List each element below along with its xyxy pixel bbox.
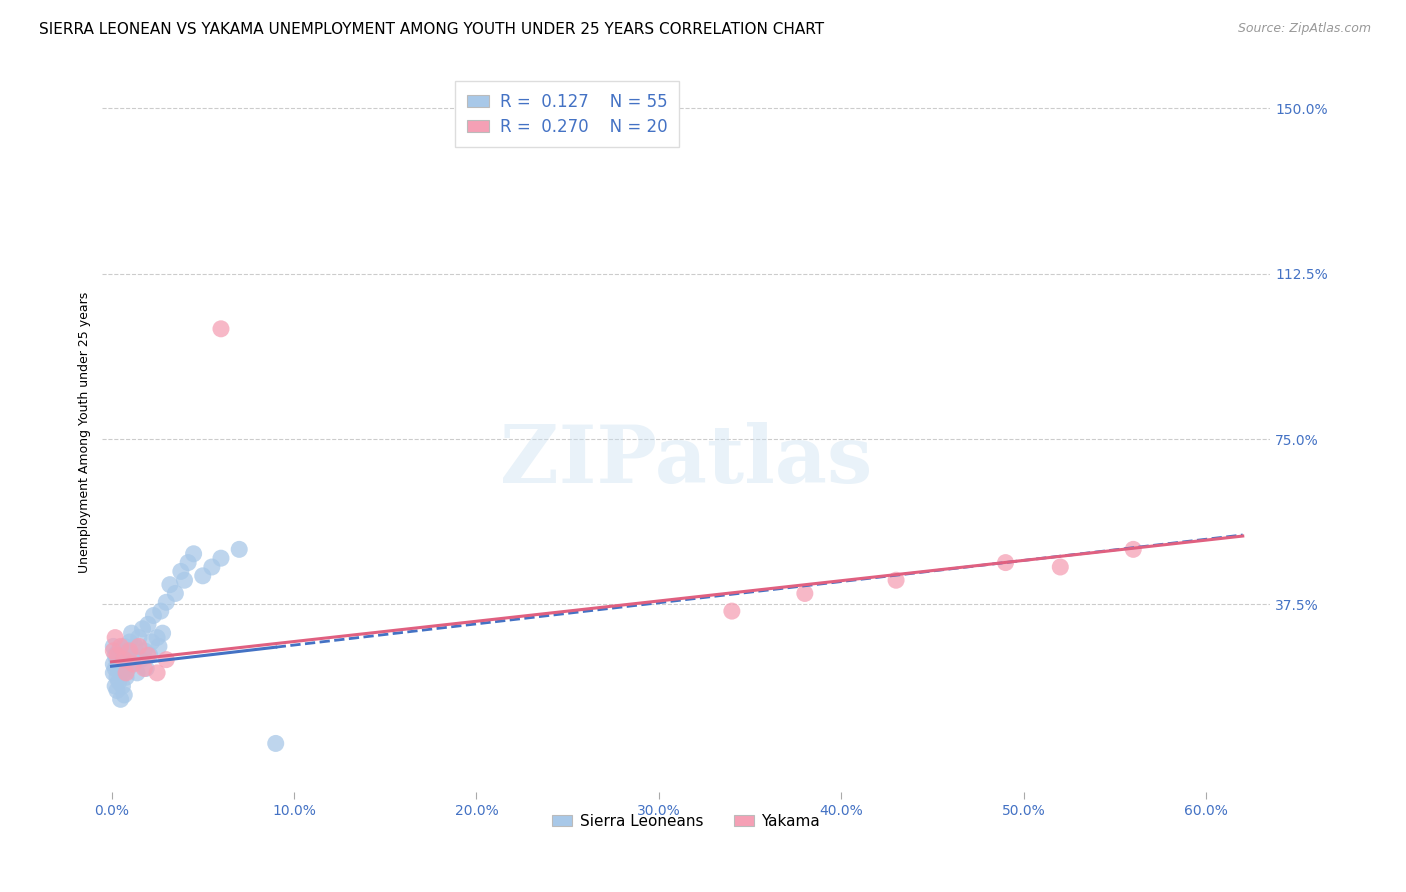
Point: [104, 648, 127, 663]
Point: [121, 626, 143, 640]
Point: [118, 635, 141, 649]
Point: [148, 640, 170, 654]
Point: [110, 692, 132, 706]
Point: [104, 631, 127, 645]
Point: [103, 665, 125, 680]
Point: [105, 683, 128, 698]
Point: [209, 551, 232, 566]
Point: [112, 688, 135, 702]
Point: [146, 665, 169, 680]
Point: [105, 652, 128, 666]
Point: [1122, 542, 1144, 557]
Point: [134, 644, 156, 658]
Point: [136, 617, 159, 632]
Point: [103, 640, 125, 654]
Point: [209, 322, 232, 336]
Point: [146, 631, 169, 645]
Point: [159, 577, 181, 591]
Point: [793, 586, 815, 600]
Point: [994, 556, 1017, 570]
Text: ZIPatlas: ZIPatlas: [501, 422, 872, 500]
Point: [128, 640, 150, 654]
Y-axis label: Unemployment Among Youth under 25 years: Unemployment Among Youth under 25 years: [79, 292, 91, 573]
Point: [110, 665, 132, 680]
Point: [149, 604, 172, 618]
Point: [107, 674, 129, 689]
Point: [165, 586, 187, 600]
Point: [115, 665, 138, 680]
Point: [125, 665, 148, 680]
Point: [104, 679, 127, 693]
Point: [141, 635, 163, 649]
Point: [103, 644, 125, 658]
Point: [117, 644, 139, 658]
Point: [124, 640, 146, 654]
Point: [104, 661, 127, 675]
Point: [177, 556, 200, 570]
Point: [110, 648, 132, 663]
Point: [105, 670, 128, 684]
Point: [111, 679, 134, 693]
Point: [139, 648, 162, 663]
Point: [118, 657, 141, 671]
Point: [183, 547, 205, 561]
Point: [107, 661, 129, 675]
Point: [136, 648, 159, 663]
Point: [134, 661, 156, 675]
Point: [170, 565, 193, 579]
Point: [884, 573, 907, 587]
Point: [721, 604, 744, 618]
Point: [118, 644, 141, 658]
Point: [173, 573, 195, 587]
Point: [115, 652, 138, 666]
Point: [112, 665, 135, 680]
Point: [128, 631, 150, 645]
Point: [142, 608, 165, 623]
Point: [112, 640, 135, 654]
Point: [111, 657, 134, 671]
Text: SIERRA LEONEAN VS YAKAMA UNEMPLOYMENT AMONG YOUTH UNDER 25 YEARS CORRELATION CHA: SIERRA LEONEAN VS YAKAMA UNEMPLOYMENT AM…: [39, 22, 824, 37]
Point: [103, 657, 125, 671]
Legend: Sierra Leoneans, Yakama: Sierra Leoneans, Yakama: [547, 807, 827, 835]
Point: [122, 657, 145, 671]
Point: [191, 569, 214, 583]
Point: [155, 595, 177, 609]
Point: [117, 661, 139, 675]
Point: [105, 648, 128, 663]
Point: [131, 622, 153, 636]
Point: [228, 542, 250, 557]
Point: [122, 648, 145, 663]
Point: [1049, 560, 1071, 574]
Text: Source: ZipAtlas.com: Source: ZipAtlas.com: [1237, 22, 1371, 36]
Point: [152, 626, 174, 640]
Point: [155, 652, 177, 666]
Point: [135, 661, 157, 675]
Point: [110, 640, 132, 654]
Point: [201, 560, 224, 574]
Point: [107, 644, 129, 658]
Point: [112, 652, 135, 666]
Point: [115, 670, 138, 684]
Point: [129, 652, 152, 666]
Point: [264, 736, 287, 750]
